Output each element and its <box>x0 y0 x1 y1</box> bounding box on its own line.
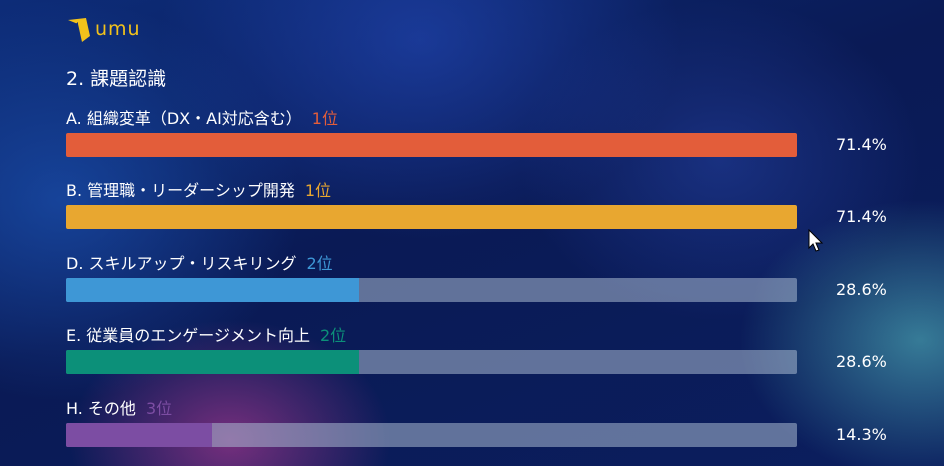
percent-label: 71.4% <box>836 207 887 226</box>
bar-label-line: A. 組織変革（DX・AI対応含む） 1位 <box>66 106 896 128</box>
logo-text: umu <box>95 18 141 40</box>
rank-label: 2位 <box>319 326 347 345</box>
option-label: H. その他 <box>66 399 136 418</box>
rank-label: 3位 <box>145 399 173 418</box>
option-label: E. 従業員のエンゲージメント向上 <box>66 326 310 345</box>
bar-label-line: H. その他 3位 <box>66 396 896 418</box>
option-label: A. 組織変革（DX・AI対応含む） <box>66 109 302 128</box>
bar-row: A. 組織変革（DX・AI対応含む） 1位 71.4% <box>66 106 896 157</box>
bar-fill <box>66 423 213 447</box>
percent-label: 28.6% <box>836 280 887 299</box>
bar-track <box>66 423 797 447</box>
bar-row: D. スキルアップ・リスキリング 2位 28.6% <box>66 251 896 302</box>
rank-label: 2位 <box>306 254 333 273</box>
bar-track <box>66 205 797 229</box>
bar-fill <box>66 350 359 374</box>
option-label: B. 管理職・リーダーシップ開発 <box>66 181 295 200</box>
percent-label: 14.3% <box>836 425 887 444</box>
option-label: D. スキルアップ・リスキリング <box>66 254 297 273</box>
bar-row: H. その他 3位 14.3% <box>66 396 896 447</box>
bar-track <box>66 133 797 157</box>
umu-logo: umu <box>66 16 141 42</box>
bar-label-line: E. 従業員のエンゲージメント向上 2位 <box>66 323 896 345</box>
percent-label: 28.6% <box>836 352 887 371</box>
bar-row: E. 従業員のエンゲージメント向上 2位 28.6% <box>66 323 896 374</box>
bar-label-line: D. スキルアップ・リスキリング 2位 <box>66 251 896 273</box>
bar-fill <box>66 278 359 302</box>
mouse-cursor-icon <box>808 229 824 252</box>
percent-label: 71.4% <box>836 135 887 154</box>
rank-label: 1位 <box>311 109 338 128</box>
bar-track <box>66 278 797 302</box>
bar-fill <box>66 205 797 229</box>
rank-label: 1位 <box>304 181 332 200</box>
bar-label-line: B. 管理職・リーダーシップ開発 1位 <box>66 178 896 200</box>
question-title: 2. 課題認識 <box>66 68 167 90</box>
bar-row: B. 管理職・リーダーシップ開発 1位 71.4% <box>66 178 896 229</box>
bar-fill <box>66 133 797 157</box>
logo-icon <box>68 18 90 42</box>
bar-track <box>66 350 797 374</box>
